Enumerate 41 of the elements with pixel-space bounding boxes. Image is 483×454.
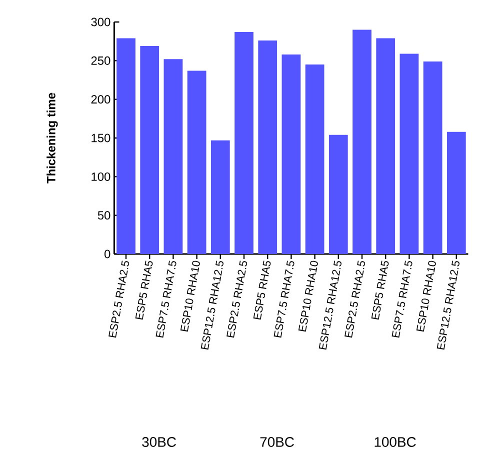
bar [400, 54, 419, 254]
bar [258, 40, 278, 254]
y-axis-title: Thickening time [46, 92, 58, 184]
x-tick-label: ESP7.5 RHA7.5 [274, 260, 294, 338]
y-tick-label: 250 [91, 56, 110, 65]
bar [376, 38, 396, 254]
bar [305, 64, 324, 254]
bar [328, 134, 348, 254]
bar [187, 70, 206, 254]
x-tick-label: ESP2.5 RHA2.5 [108, 260, 130, 338]
x-tick-label: ESP12.5 RHA12.5 [436, 260, 460, 350]
text: 100BC [374, 437, 416, 447]
x-tick-label: ESP12.5 RHA12.5 [200, 260, 224, 350]
bar [116, 38, 136, 254]
text: 70BC [260, 437, 294, 447]
bar [234, 32, 254, 254]
bar [210, 140, 230, 254]
y-tick-label: 150 [92, 134, 110, 142]
bar [423, 61, 442, 254]
x-tick-label: ESP7.5 RHA7.5 [156, 260, 176, 338]
x-tick-label: ESP2.5 RHA2.5 [344, 260, 366, 338]
y-tick-label: 0 [104, 250, 110, 258]
bar [282, 54, 301, 254]
bar [352, 30, 372, 254]
x-tick-label: ESP10 RHA10 [416, 260, 436, 332]
x-tick-label: ESP7.5 RHA7.5 [392, 260, 412, 338]
x-tick-label: ESP5 RHA5 [371, 260, 389, 320]
x-tick-label: ESP5 RHA5 [253, 260, 271, 320]
y-tick-label: 300 [91, 18, 110, 26]
x-tick-label: ESP5 RHA5 [135, 260, 153, 320]
y-tick-label: 50 [98, 211, 110, 220]
text: 30BC [142, 437, 176, 447]
bar [446, 132, 466, 254]
y-tick-label: 200 [91, 95, 110, 104]
x-tick-label: ESP2.5 RHA2.5 [226, 260, 248, 338]
bar [140, 46, 160, 254]
x-tick-label: ESP10 RHA10 [180, 260, 200, 332]
y-tick-label: 100 [92, 172, 110, 181]
x-tick-label: ESP12.5 RHA12.5 [318, 260, 342, 350]
x-tick-label: ESP10 RHA10 [298, 260, 318, 332]
bar [164, 59, 183, 254]
